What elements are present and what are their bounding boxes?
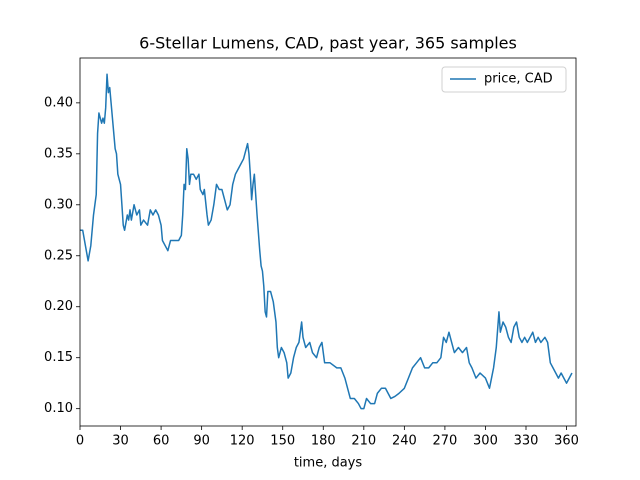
x-tick-label: 240 xyxy=(392,434,417,449)
x-tick-label: 210 xyxy=(351,434,376,449)
x-tick-label: 360 xyxy=(554,434,579,449)
y-tick-label: 0.20 xyxy=(44,299,73,314)
x-tick-label: 120 xyxy=(230,434,255,449)
x-tick-label: 30 xyxy=(112,434,129,449)
x-tick-label: 270 xyxy=(432,434,457,449)
x-tick-label: 60 xyxy=(153,434,170,449)
y-tick-label: 0.25 xyxy=(44,248,73,263)
x-axis-label: time, days xyxy=(294,456,363,471)
price-line xyxy=(80,73,573,410)
x-tick-label: 300 xyxy=(473,434,498,449)
y-tick-label: 0.15 xyxy=(44,350,73,365)
x-tick-label: 330 xyxy=(514,434,539,449)
y-tick-label: 0.40 xyxy=(44,95,73,110)
x-tick-label: 180 xyxy=(311,434,336,449)
y-tick-label: 0.35 xyxy=(44,146,73,161)
plot-frame xyxy=(79,57,577,427)
x-tick-label: 150 xyxy=(270,434,295,449)
x-tick-label: 0 xyxy=(76,434,84,449)
chart-title: 6-Stellar Lumens, CAD, past year, 365 sa… xyxy=(139,34,517,53)
legend-label: price, CAD xyxy=(484,72,553,87)
legend-box xyxy=(441,66,567,93)
x-tick-label: 90 xyxy=(193,434,210,449)
y-tick-label: 0.30 xyxy=(44,197,73,212)
y-tick-label: 0.10 xyxy=(44,401,73,416)
